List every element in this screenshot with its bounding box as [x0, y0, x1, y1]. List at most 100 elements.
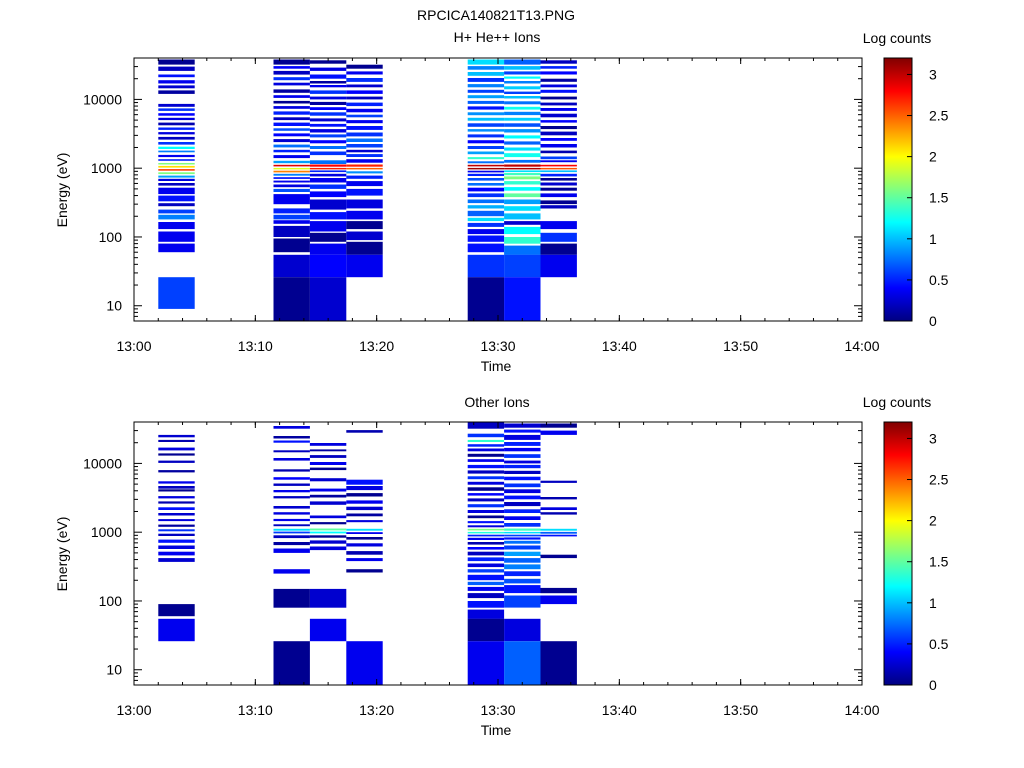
heatmap-cell [309, 81, 347, 84]
heatmap-cell [467, 106, 505, 110]
heatmap-cell [504, 454, 541, 458]
heatmap-cell [504, 551, 541, 556]
heatmap-cell [158, 195, 195, 202]
x-tick-label: 13:40 [602, 338, 637, 354]
heatmap-cell [309, 146, 347, 149]
heatmap-cell [504, 111, 541, 116]
heatmap-cell [467, 173, 505, 176]
heatmap-cell [467, 601, 505, 608]
heatmap-cell [467, 170, 505, 173]
heatmap-cell [467, 164, 505, 167]
heatmap-cell [467, 123, 505, 127]
y-tick-label: 100 [99, 593, 123, 609]
heatmap-cell [158, 558, 195, 562]
heatmap-cell [540, 156, 577, 160]
heatmap-cell [273, 89, 310, 93]
heatmap-cell [158, 165, 195, 168]
heatmap-cell [540, 131, 577, 136]
heatmap-cell [504, 199, 541, 205]
heatmap-cell [273, 100, 310, 104]
heatmap-cell [467, 254, 505, 278]
heatmap-cell [504, 96, 541, 99]
heatmap-cell [467, 422, 505, 429]
panel-h-he-ions: H+ He++ Ions Energy (eV) Time Log counts… [54, 29, 949, 374]
heatmap-cell [273, 59, 310, 65]
heatmap-cell [346, 569, 383, 573]
y-axis: 10 100 1000 10000 [83, 421, 862, 686]
heatmap-cell [504, 245, 541, 255]
heatmap-cell [540, 120, 577, 123]
heatmap-cell [309, 170, 347, 173]
heatmap-cell [540, 200, 577, 205]
heatmap-cell [467, 205, 505, 209]
heatmap-cell [540, 138, 577, 141]
x-axis-label: Time [481, 722, 512, 738]
heatmap-cell [273, 184, 310, 188]
heatmap-cell [504, 187, 541, 191]
x-axis-label: Time [481, 358, 512, 374]
heatmap-cell [158, 486, 195, 489]
heatmap-cell [346, 102, 383, 107]
heatmap-cell [467, 581, 505, 586]
heatmap-cell [467, 547, 505, 550]
heatmap-cell [273, 139, 310, 143]
heatmap-cell [467, 498, 505, 502]
x-axis: 13:00 13:10 13:20 13:30 13:40 13:50 14:00 [116, 58, 880, 354]
heatmap-cell [467, 470, 505, 474]
heatmap-cell [504, 470, 541, 474]
heatmap-cell [504, 447, 541, 452]
heatmap-cell [158, 154, 195, 158]
heatmap-cell [158, 222, 195, 230]
heatmap-cell [540, 84, 577, 88]
heatmap-cell [504, 213, 541, 220]
heatmap-cell [309, 232, 347, 242]
heatmap-cell [467, 448, 505, 452]
heatmap-cell [273, 133, 310, 137]
heatmap-cell [309, 443, 347, 446]
panel-other-ions: Other Ions Energy (eV) Time Log counts 1… [54, 394, 949, 738]
heatmap-cell [273, 160, 310, 164]
heatmap-cell [158, 513, 195, 516]
heatmap-cell [273, 220, 310, 224]
heatmap-cell [504, 164, 541, 167]
colorbar-tick-label: 3 [929, 66, 937, 82]
x-tick-label: 13:20 [359, 338, 394, 354]
heatmap-cell [467, 574, 505, 581]
heatmap-cell [158, 507, 195, 510]
heatmap-cell [467, 534, 505, 537]
x-tick-label: 13:00 [116, 338, 151, 354]
heatmap-cell [309, 74, 347, 79]
heatmap-cell [467, 433, 505, 438]
heatmap-cell [346, 175, 383, 179]
heatmap-cell [504, 523, 541, 527]
heatmap-cell [309, 173, 347, 177]
heatmap-cell [540, 150, 577, 154]
heatmap-cell [540, 531, 577, 534]
heatmap-cell [158, 545, 195, 549]
y-tick-label: 10000 [83, 91, 122, 107]
heatmap-cell [309, 221, 347, 232]
colorbar-tick-label: 0.5 [929, 272, 949, 288]
colorbar-label: Log counts [863, 30, 932, 46]
heatmap-cell [309, 67, 347, 71]
heatmap-cell [504, 237, 541, 244]
heatmap-cell [504, 173, 541, 176]
y-tick-label: 1000 [91, 524, 122, 540]
heatmap-cell [504, 476, 541, 481]
heatmap-cell [504, 460, 541, 464]
heatmap-cell [309, 528, 347, 531]
heatmap-cell [309, 494, 347, 498]
y-tick-label: 10000 [83, 455, 122, 471]
heatmap-cell [467, 542, 505, 545]
heatmap-cell [158, 169, 195, 171]
heatmap-cell [540, 108, 577, 111]
heatmap-cell [346, 138, 383, 142]
y-axis-label: Energy (eV) [54, 153, 70, 228]
heatmap-cell [504, 585, 541, 594]
heatmap-cell [540, 423, 577, 428]
heatmap-cell [309, 462, 347, 465]
heatmap-cell [158, 496, 195, 499]
heatmap-cell [273, 588, 310, 608]
heatmap-cell [346, 84, 383, 88]
heatmap-cell [158, 108, 195, 111]
